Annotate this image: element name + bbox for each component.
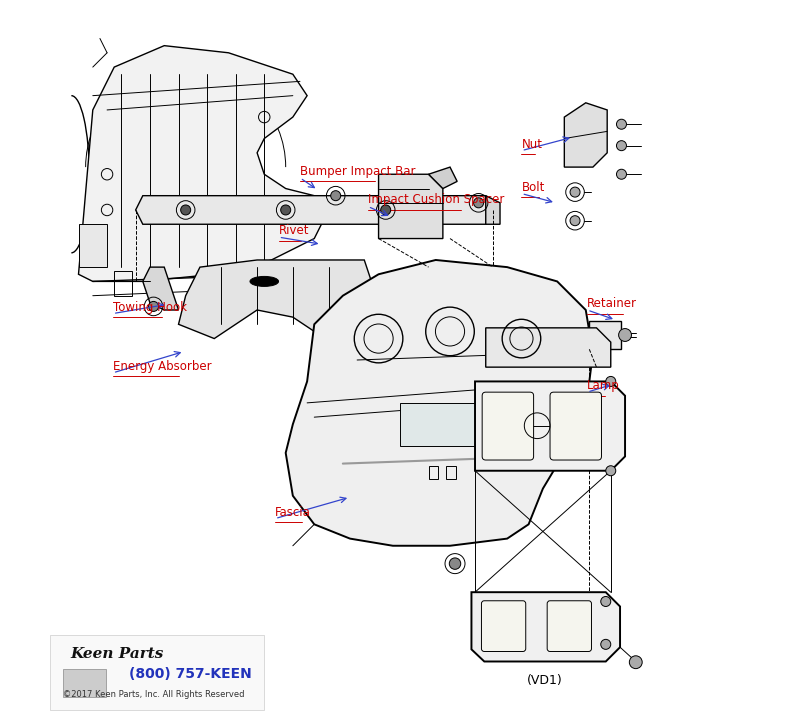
Circle shape (450, 558, 461, 570)
Text: Fascia: Fascia (275, 505, 311, 518)
Polygon shape (78, 45, 329, 282)
Circle shape (630, 656, 642, 669)
Polygon shape (475, 382, 625, 471)
Polygon shape (143, 267, 178, 310)
Circle shape (281, 205, 290, 215)
Bar (429, 466, 438, 479)
Circle shape (381, 205, 390, 215)
Polygon shape (486, 196, 500, 224)
Polygon shape (136, 196, 493, 224)
Bar (62, 669, 106, 697)
Circle shape (181, 205, 190, 215)
Polygon shape (286, 260, 593, 546)
Text: ©2017 Keen Parts, Inc. All Rights Reserved: ©2017 Keen Parts, Inc. All Rights Reserv… (62, 690, 244, 699)
Circle shape (149, 302, 158, 312)
Polygon shape (471, 592, 620, 662)
Polygon shape (429, 167, 457, 189)
Bar (446, 466, 456, 479)
Text: (VD1): (VD1) (527, 675, 563, 688)
FancyBboxPatch shape (482, 600, 526, 652)
Circle shape (617, 169, 626, 179)
Text: Nut: Nut (522, 138, 542, 150)
Circle shape (617, 120, 626, 129)
Bar (78, 224, 107, 267)
Text: Retainer: Retainer (587, 297, 637, 310)
Circle shape (618, 328, 631, 341)
Bar (114, 271, 132, 296)
FancyBboxPatch shape (550, 392, 602, 460)
Text: Lamp: Lamp (587, 379, 620, 392)
Circle shape (606, 466, 616, 476)
Text: Rivet: Rivet (278, 224, 309, 237)
Text: Impact Cushion Spacer: Impact Cushion Spacer (368, 194, 504, 207)
Circle shape (617, 140, 626, 150)
Polygon shape (590, 320, 622, 349)
Text: Keen Parts: Keen Parts (70, 647, 163, 661)
FancyBboxPatch shape (547, 600, 591, 652)
Circle shape (570, 216, 580, 225)
Text: (800) 757-KEEN: (800) 757-KEEN (129, 667, 251, 681)
Polygon shape (486, 328, 610, 367)
Circle shape (330, 191, 341, 201)
Polygon shape (178, 260, 371, 338)
Ellipse shape (250, 276, 278, 287)
Text: Towing Hook: Towing Hook (113, 300, 186, 314)
Circle shape (570, 187, 580, 197)
Circle shape (474, 198, 483, 208)
Text: Bumper Impact Bar: Bumper Impact Bar (300, 165, 415, 178)
Text: Bolt: Bolt (522, 181, 545, 194)
Circle shape (606, 377, 616, 387)
Circle shape (601, 639, 610, 649)
Circle shape (601, 596, 610, 606)
Text: Energy Absorber: Energy Absorber (113, 360, 211, 373)
Polygon shape (378, 174, 443, 238)
Bar (50, 635, 264, 710)
FancyBboxPatch shape (482, 392, 534, 460)
Polygon shape (400, 403, 486, 446)
Polygon shape (564, 103, 607, 167)
